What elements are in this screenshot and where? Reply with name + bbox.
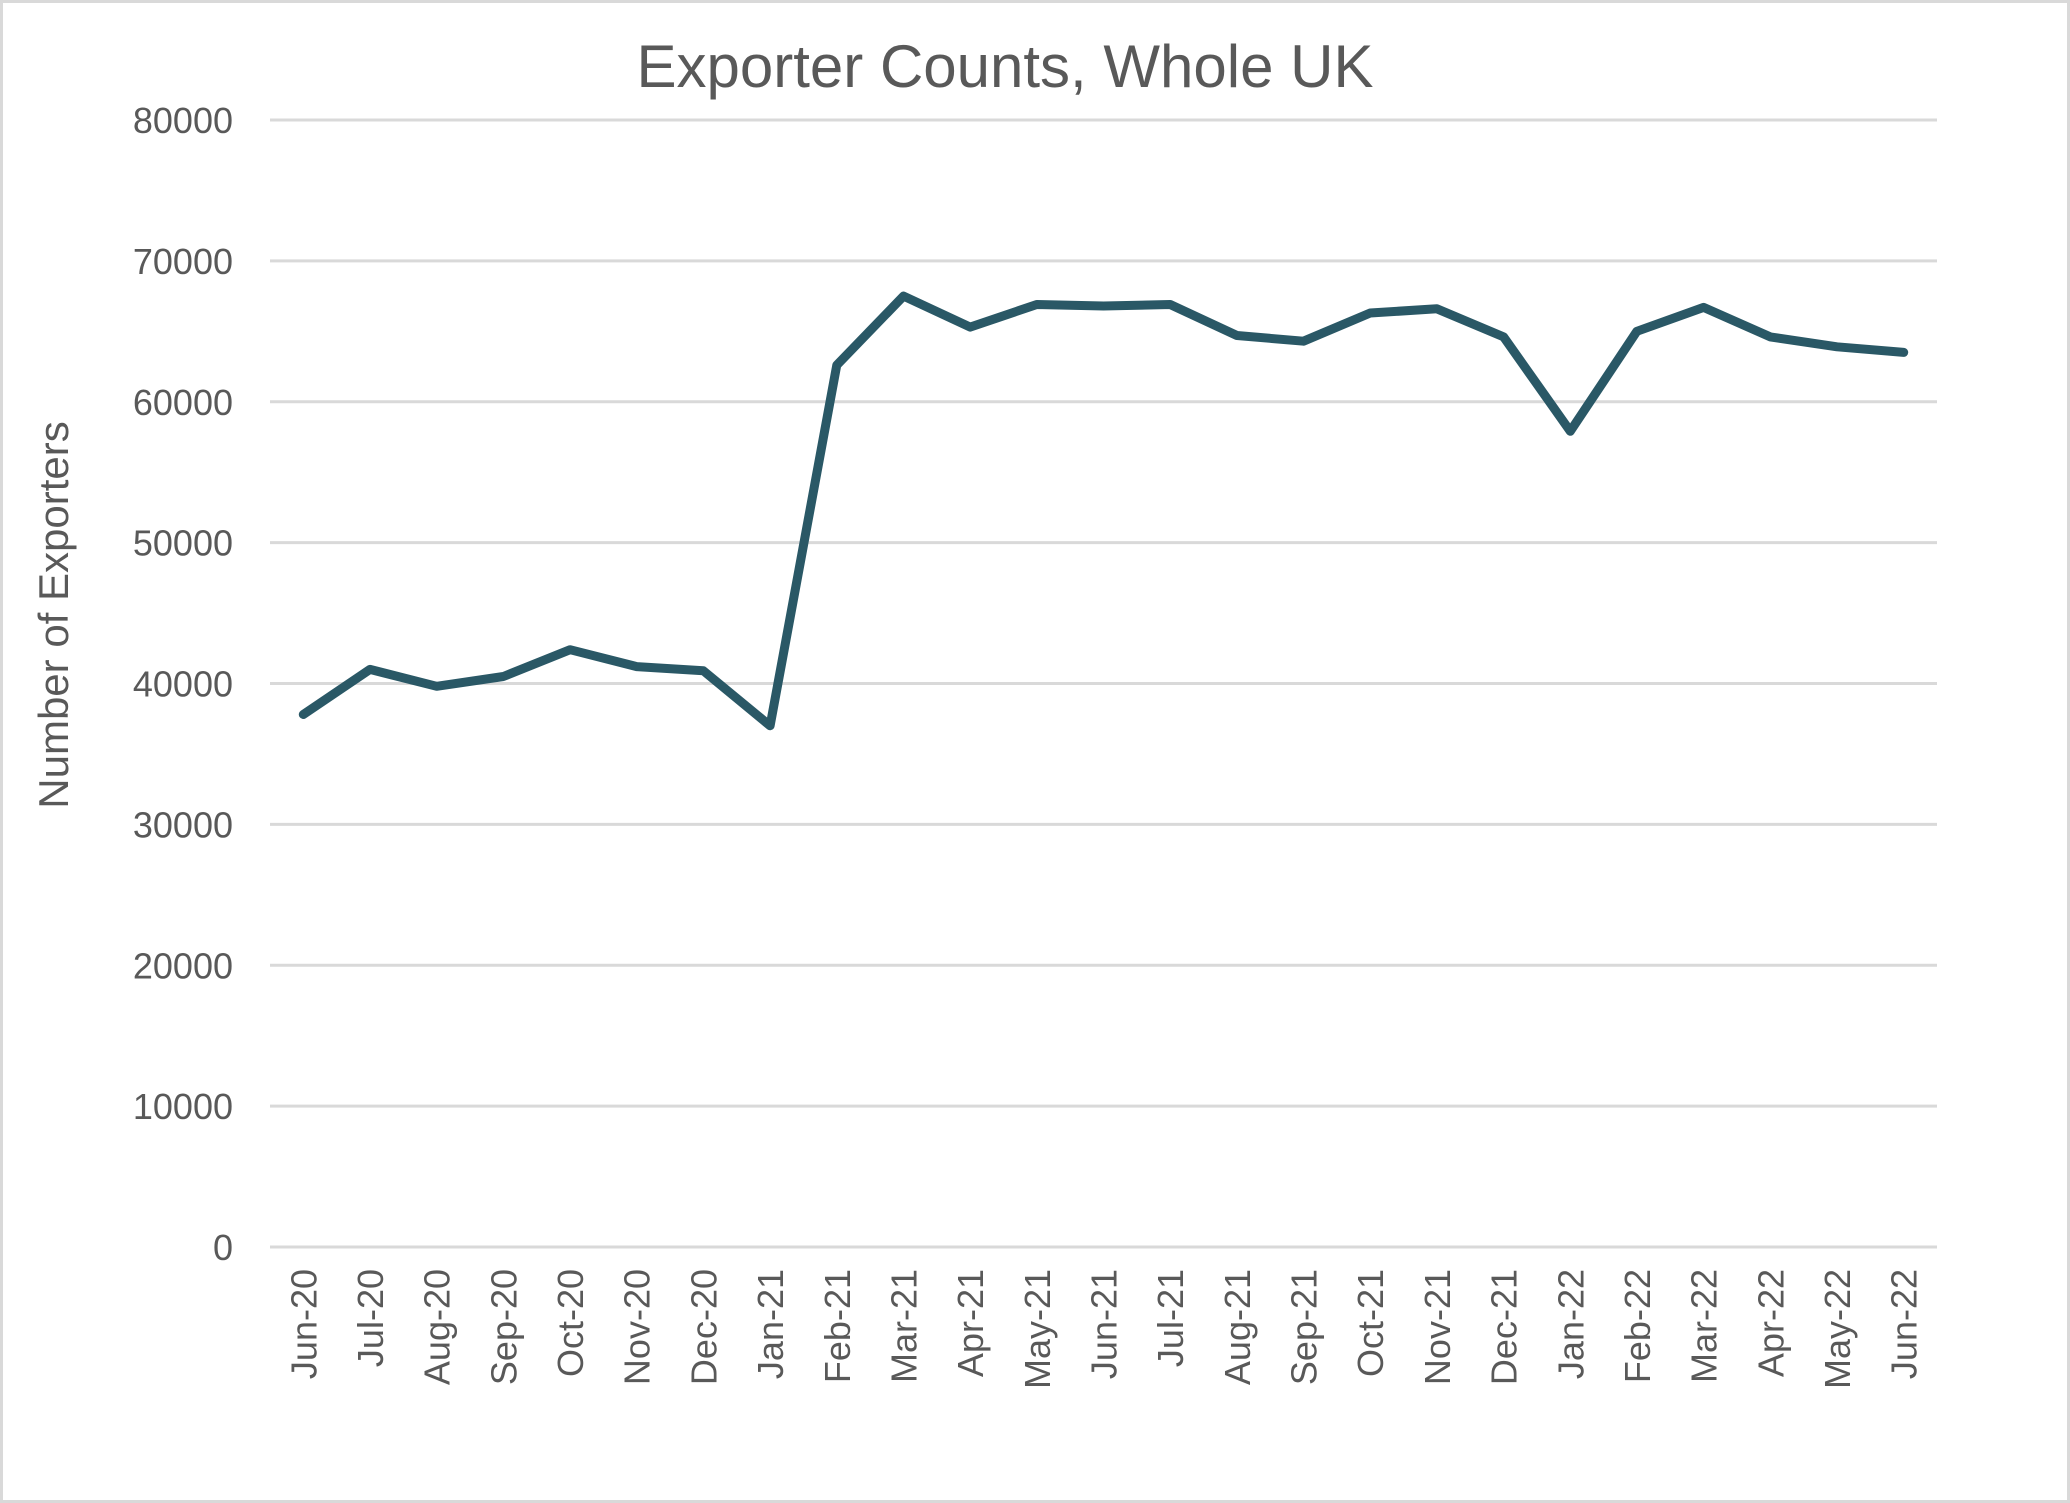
y-tick-label: 10000 [133,1086,233,1127]
chart-title: Exporter Counts, Whole UK [636,33,1374,100]
y-axis-title: Number of Exporters [30,421,77,808]
x-tick-label: Sep-21 [1284,1269,1325,1385]
x-tick-label: May-21 [1017,1269,1058,1389]
x-tick-label: Mar-21 [883,1269,924,1383]
x-tick-label: Aug-20 [417,1269,458,1385]
y-tick-label: 50000 [133,523,233,564]
x-tick-label: Nov-21 [1417,1269,1458,1385]
x-tick-label: Nov-20 [617,1269,658,1385]
x-tick-label: Sep-20 [483,1269,524,1385]
x-tick-label: Dec-20 [683,1269,724,1385]
x-tick-label: Dec-21 [1484,1269,1525,1385]
x-tick-label: Jun-21 [1084,1269,1125,1379]
y-axis-ticks: 0 10000 20000 30000 40000 50000 60000 70000 8000… [133,100,233,1268]
y-tick-label: 60000 [133,382,233,423]
x-tick-label: Jan-22 [1550,1269,1591,1379]
x-axis-ticks: Jun-20 Jul-20 Aug-20 Sep-20 Oct-20 Nov-20 Dec-… [283,1269,1924,1389]
y-tick-label: 0 [213,1227,233,1268]
y-tick-label: 20000 [133,945,233,986]
y-tick-label: 40000 [133,664,233,705]
y-tick-label: 70000 [133,241,233,282]
y-tick-label: 30000 [133,804,233,845]
y-tick-label: 80000 [133,100,233,141]
gridlines [270,118,1937,1249]
x-tick-label: Oct-20 [550,1269,591,1377]
x-tick-label: Mar-22 [1684,1269,1725,1383]
x-tick-label: Apr-21 [950,1269,991,1377]
x-tick-label: Jul-21 [1150,1269,1191,1367]
x-tick-label: Feb-22 [1617,1269,1658,1383]
x-tick-label: Jun-20 [283,1269,324,1379]
x-tick-label: Jan-21 [750,1269,791,1379]
x-tick-label: Apr-22 [1750,1269,1791,1377]
x-tick-label: Oct-21 [1350,1269,1391,1377]
x-tick-label: Jul-20 [350,1269,391,1367]
x-tick-label: Jun-22 [1884,1269,1925,1379]
x-tick-label: May-22 [1817,1269,1858,1389]
x-tick-label: Feb-21 [817,1269,858,1383]
series-line-exporters [298,291,1909,731]
x-tick-label: Aug-21 [1217,1269,1258,1385]
